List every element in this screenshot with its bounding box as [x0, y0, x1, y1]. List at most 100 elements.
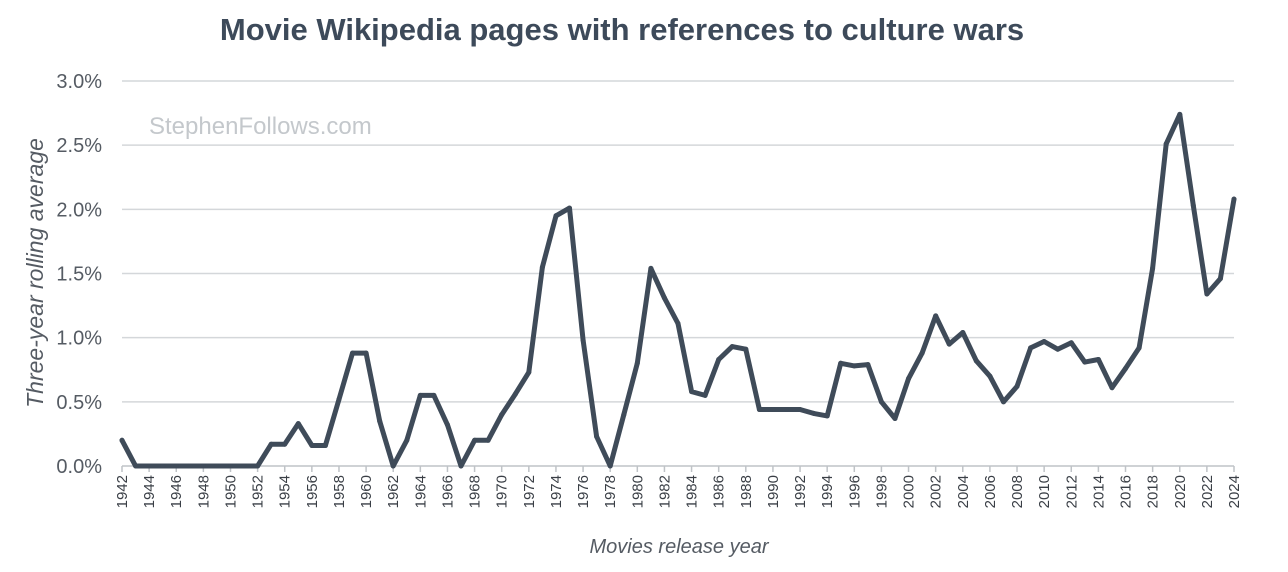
- data-point: [1177, 111, 1183, 117]
- data-point: [784, 407, 789, 412]
- x-tick-label: 2008: [1009, 475, 1026, 508]
- x-tick-label: 1984: [684, 475, 701, 508]
- x-tick-label: 1996: [846, 475, 863, 508]
- x-tick-label: 1976: [575, 475, 592, 508]
- data-point: [607, 463, 613, 469]
- data-point: [458, 463, 464, 469]
- data-point: [933, 313, 939, 319]
- data-point: [702, 392, 708, 398]
- data-point: [675, 321, 681, 326]
- data-point: [661, 295, 667, 301]
- x-tick-label: 1964: [412, 475, 429, 508]
- data-point: [811, 410, 817, 416]
- data-point: [838, 360, 844, 366]
- x-tick-label: 2018: [1145, 475, 1162, 508]
- x-tick-label: 2012: [1063, 475, 1080, 508]
- data-point: [1082, 359, 1088, 365]
- x-tick-label: 2014: [1090, 475, 1107, 508]
- data-point: [1136, 345, 1142, 351]
- x-tick-label: 1962: [385, 475, 402, 508]
- data-point: [580, 337, 586, 343]
- x-tick-label: 2006: [982, 475, 999, 508]
- x-tick-label: 2000: [901, 475, 918, 508]
- data-point: [200, 463, 206, 469]
- data-points: [119, 111, 1237, 469]
- data-point: [309, 443, 315, 448]
- data-point: [960, 330, 966, 335]
- data-point: [472, 437, 478, 443]
- x-tick-label: 1948: [195, 475, 212, 508]
- y-tick-label: 2.5%: [56, 135, 102, 157]
- data-point: [390, 463, 396, 469]
- data-point: [160, 463, 166, 469]
- data-point: [322, 443, 328, 448]
- data-point: [851, 363, 857, 369]
- x-tick-label: 1972: [521, 475, 538, 508]
- data-point: [228, 463, 233, 469]
- data-point: [919, 350, 925, 356]
- data-point: [1123, 366, 1128, 371]
- x-tick-label: 2020: [1172, 475, 1189, 508]
- data-point: [594, 434, 600, 439]
- data-point: [1055, 346, 1061, 352]
- data-point: [1095, 357, 1101, 362]
- data-point: [499, 412, 505, 418]
- series-line: [119, 111, 1237, 469]
- data-point: [865, 362, 871, 368]
- data-point: [1231, 196, 1237, 202]
- x-tick-label: 1968: [467, 475, 484, 508]
- data-point: [770, 407, 776, 412]
- data-point: [716, 357, 722, 362]
- x-tick-label: 2004: [955, 475, 972, 508]
- data-point: [1041, 339, 1047, 344]
- data-point: [1109, 385, 1115, 391]
- data-point: [553, 213, 559, 219]
- data-point: [1014, 383, 1020, 389]
- data-point: [729, 344, 735, 350]
- data-point: [1190, 203, 1196, 208]
- data-point: [1204, 291, 1210, 297]
- x-tick-label: 2010: [1036, 475, 1053, 508]
- chart-title: Movie Wikipedia pages with references to…: [220, 12, 1024, 47]
- x-tick-label: 1944: [141, 475, 158, 508]
- data-point: [621, 412, 627, 418]
- y-axis-ticks: 0.0% 0.5% 1.0% 1.5% 2.0% 2.5% 3.0%: [56, 71, 102, 478]
- data-point: [377, 418, 383, 424]
- y-tick-label: 3.0%: [56, 71, 102, 93]
- x-tick-label: 1986: [711, 475, 728, 508]
- data-point: [282, 441, 288, 447]
- data-point: [634, 360, 640, 366]
- x-tick-label: 1954: [277, 475, 294, 508]
- data-point: [743, 346, 749, 352]
- x-tick-label: 1946: [168, 475, 185, 508]
- x-tick-label: 1992: [792, 475, 809, 508]
- data-point: [363, 350, 369, 356]
- data-point: [1068, 340, 1074, 346]
- x-tick-label: 1980: [629, 475, 646, 508]
- y-tick-label: 0.5%: [56, 392, 102, 414]
- data-point: [987, 373, 993, 379]
- watermark: StephenFollows.com: [149, 113, 372, 140]
- x-tick-label: 1942: [114, 475, 131, 508]
- y-tick-label: 2.0%: [56, 199, 102, 221]
- data-point: [187, 463, 193, 469]
- data-point: [648, 265, 654, 271]
- data-point: [689, 389, 695, 395]
- data-point: [431, 392, 437, 398]
- y-axis-label: Three-year rolling average: [22, 138, 48, 408]
- data-point: [946, 341, 952, 347]
- x-tick-label: 1952: [250, 475, 267, 508]
- data-point: [268, 441, 274, 447]
- x-tick-label: 1988: [738, 475, 755, 508]
- x-tick-label: 1994: [819, 475, 836, 508]
- x-tick-label: 1950: [222, 475, 239, 508]
- data-point: [336, 396, 342, 402]
- data-point: [892, 416, 898, 421]
- data-point: [404, 437, 410, 443]
- data-point: [214, 463, 220, 469]
- data-point: [485, 437, 491, 443]
- x-tick-label: 1974: [548, 475, 565, 508]
- x-tick-label: 1958: [331, 475, 348, 508]
- data-point: [350, 350, 355, 356]
